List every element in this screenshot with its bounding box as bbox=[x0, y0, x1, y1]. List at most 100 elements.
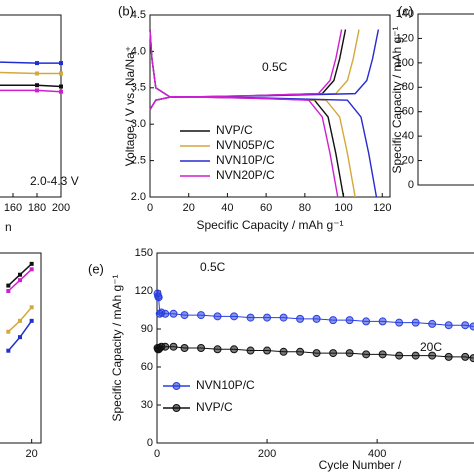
y-tick-label: 120 bbox=[396, 32, 414, 44]
point bbox=[263, 346, 272, 355]
point bbox=[378, 317, 387, 326]
x-tick-label: 180 bbox=[28, 202, 46, 214]
point bbox=[18, 272, 22, 277]
point bbox=[378, 350, 387, 359]
data-line bbox=[149, 29, 343, 111]
x-tick-label: 200 bbox=[258, 448, 276, 460]
point bbox=[59, 84, 63, 89]
point bbox=[411, 351, 420, 360]
legend-label: NVN10P/C bbox=[216, 153, 275, 167]
y-tick-label: 4.0 bbox=[131, 45, 146, 57]
point bbox=[279, 313, 288, 322]
legend-marker bbox=[172, 382, 181, 390]
point bbox=[296, 314, 305, 323]
x-axis-label: Specific Capacity / mAh g⁻¹ bbox=[196, 218, 343, 232]
point bbox=[6, 329, 11, 334]
point bbox=[444, 321, 453, 330]
point bbox=[29, 267, 34, 272]
point bbox=[18, 278, 22, 283]
point bbox=[29, 318, 34, 323]
point bbox=[35, 71, 39, 76]
x-tick-label: 160 bbox=[4, 202, 22, 214]
point bbox=[161, 342, 170, 351]
point bbox=[444, 352, 453, 361]
y-tick-label: 120 bbox=[135, 285, 153, 297]
x-tick-label: 40 bbox=[221, 202, 233, 214]
point bbox=[35, 83, 39, 88]
point bbox=[230, 312, 239, 321]
point bbox=[329, 349, 338, 358]
y-tick-label: 100 bbox=[396, 57, 414, 69]
y-axis-label: Voltage / V vs. Na/Na⁺ bbox=[123, 46, 137, 166]
point bbox=[213, 312, 222, 321]
point bbox=[312, 349, 321, 358]
point bbox=[246, 346, 255, 355]
x-tick-label: 100 bbox=[334, 202, 352, 214]
y-tick-label: 150 bbox=[135, 247, 153, 259]
x-tick-label: 400 bbox=[368, 448, 386, 460]
point bbox=[461, 352, 470, 361]
point bbox=[329, 316, 338, 325]
point bbox=[29, 261, 34, 266]
point bbox=[161, 309, 170, 318]
point bbox=[345, 316, 354, 325]
legend-label: NVN20P/C bbox=[216, 168, 275, 182]
y-axis-label: Specific Capacity / mAh g⁻¹ bbox=[110, 274, 124, 421]
y-tick-label: 0 bbox=[147, 437, 153, 449]
point bbox=[395, 351, 404, 360]
x-tick-label: 20 bbox=[183, 202, 195, 214]
point bbox=[197, 311, 206, 320]
point bbox=[213, 345, 222, 354]
y-tick-label: 3.5 bbox=[131, 82, 146, 94]
legend-label: NVN10P/C bbox=[196, 378, 255, 392]
point bbox=[469, 354, 474, 363]
x-tick-label: 0 bbox=[154, 448, 160, 460]
point bbox=[428, 351, 437, 360]
y-tick-label: 140 bbox=[396, 8, 414, 20]
axis-frame bbox=[417, 13, 474, 186]
axis-frame bbox=[0, 252, 42, 444]
y-tick-label: 80 bbox=[402, 81, 414, 93]
y-tick-label: 60 bbox=[402, 106, 414, 118]
point bbox=[230, 345, 239, 354]
y-axis-label: Specific Capacity / mAh g⁻¹ bbox=[390, 26, 404, 173]
point bbox=[29, 305, 34, 310]
point bbox=[411, 318, 420, 327]
point bbox=[395, 318, 404, 327]
annotation: 0.5C bbox=[200, 260, 226, 274]
point bbox=[6, 348, 11, 353]
x-tick-label: 120 bbox=[373, 202, 391, 214]
point bbox=[197, 344, 206, 352]
point bbox=[246, 313, 255, 322]
axis-frame bbox=[149, 14, 391, 198]
data-line bbox=[0, 89, 62, 93]
x-tick-label: 0 bbox=[147, 202, 153, 214]
point bbox=[263, 313, 272, 322]
y-tick-label: 0 bbox=[408, 179, 414, 191]
panel-label: (b) bbox=[118, 3, 134, 18]
point bbox=[180, 344, 189, 352]
point bbox=[35, 88, 39, 93]
point bbox=[428, 319, 437, 328]
annotation: 0.5C bbox=[262, 60, 288, 74]
y-tick-label: 60 bbox=[141, 361, 153, 373]
data-line bbox=[0, 61, 61, 64]
point bbox=[6, 283, 11, 288]
legend-marker bbox=[172, 404, 181, 412]
point bbox=[18, 335, 22, 340]
legend-label: NVP/C bbox=[196, 400, 233, 414]
point bbox=[59, 71, 63, 76]
point bbox=[461, 321, 470, 330]
y-tick-label: 30 bbox=[141, 399, 153, 411]
x-tick-label: 80 bbox=[299, 202, 311, 214]
x-tick-label: 20 bbox=[26, 448, 38, 460]
data-line bbox=[149, 29, 339, 198]
point bbox=[296, 347, 305, 356]
x-axis-label: Cycle Number / bbox=[319, 458, 402, 472]
axis-frame bbox=[0, 14, 62, 198]
point bbox=[59, 89, 63, 94]
y-tick-label: 90 bbox=[141, 323, 153, 335]
point bbox=[279, 347, 288, 356]
y-tick-label: 2.0 bbox=[131, 191, 146, 203]
point bbox=[345, 349, 354, 358]
